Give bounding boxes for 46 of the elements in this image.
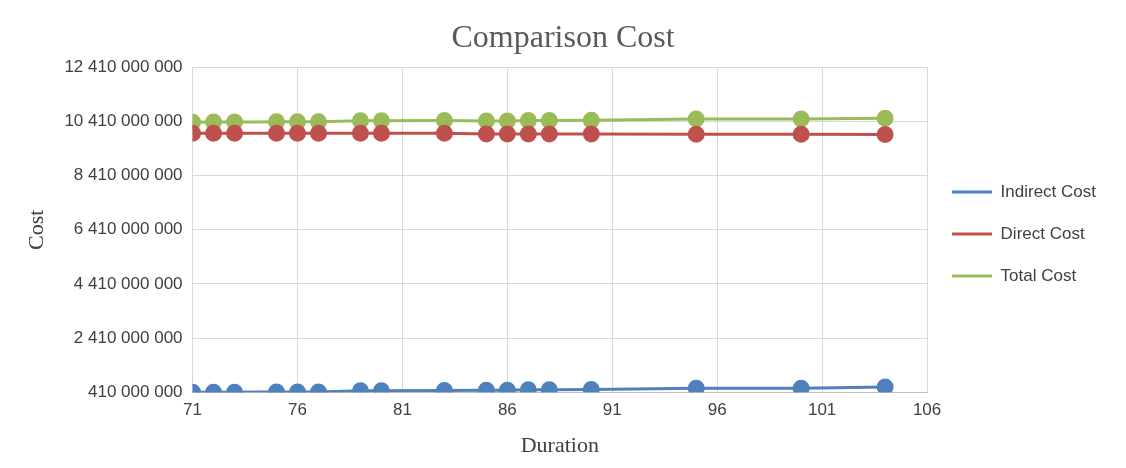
y-tick-label: 12 410 000 000 [64, 57, 183, 77]
point [268, 124, 286, 142]
y-tick-label: 10 410 000 000 [64, 111, 183, 131]
point [792, 125, 810, 143]
y-tick-label: 6 410 000 000 [73, 219, 183, 239]
x-tick-label: 91 [602, 400, 622, 420]
y-tick-label: 2 410 000 000 [73, 327, 183, 347]
point [498, 125, 516, 143]
point [372, 124, 390, 142]
point [435, 124, 453, 142]
y-axis-title: Cost [22, 209, 48, 250]
chart-title: Comparison Cost [451, 17, 675, 54]
point [876, 378, 894, 393]
x-tick-label: 96 [707, 400, 727, 420]
point [289, 124, 306, 142]
point [477, 125, 495, 143]
y-tick-label: 8 410 000 000 [73, 165, 183, 185]
point [582, 125, 600, 143]
x-axis-title: Duration [520, 431, 599, 457]
x-tick-label: 101 [807, 400, 837, 420]
point [876, 109, 894, 127]
legend-label: Direct Cost [1000, 223, 1085, 243]
x-tick-label: 81 [392, 400, 412, 420]
x-tick-label: 106 [912, 400, 942, 420]
legend-label: Indirect Cost [1000, 181, 1097, 201]
point [309, 124, 327, 142]
point [519, 125, 537, 143]
x-tick-label: 71 [183, 400, 203, 420]
legend-label: Total Cost [1000, 265, 1077, 285]
point [687, 379, 705, 393]
point [582, 111, 600, 129]
point [205, 124, 223, 142]
x-tick-label: 76 [288, 400, 307, 420]
point [540, 111, 558, 129]
point [792, 379, 810, 393]
y-tick-label: 4 410 000 000 [73, 273, 183, 293]
x-tick-label: 86 [497, 400, 517, 420]
point [792, 110, 810, 128]
point [687, 110, 705, 128]
y-tick-label: 410 000 000 [88, 381, 183, 401]
point [226, 124, 244, 142]
point [687, 125, 705, 143]
point [540, 125, 558, 143]
point [876, 126, 894, 144]
point [351, 124, 369, 142]
point [519, 111, 537, 129]
